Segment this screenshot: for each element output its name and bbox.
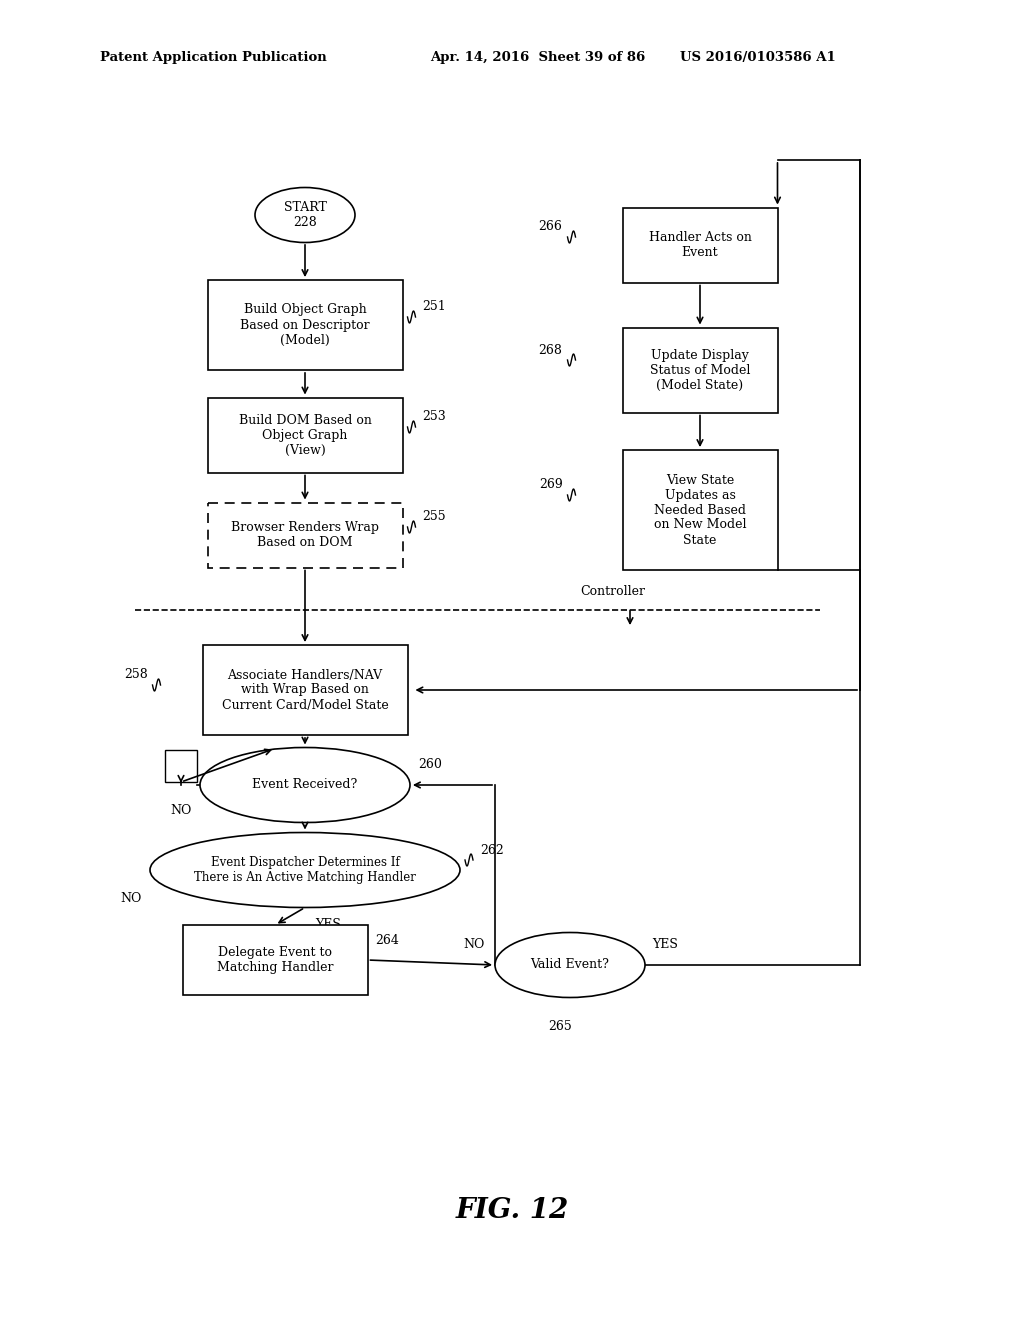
Text: YES: YES — [315, 917, 341, 931]
Text: Handler Acts on
Event: Handler Acts on Event — [648, 231, 752, 259]
Ellipse shape — [495, 932, 645, 998]
Text: 264: 264 — [376, 933, 399, 946]
Text: 258: 258 — [124, 668, 147, 681]
Text: Build Object Graph
Based on Descriptor
(Model): Build Object Graph Based on Descriptor (… — [241, 304, 370, 346]
Text: Controller: Controller — [580, 585, 645, 598]
FancyBboxPatch shape — [623, 450, 777, 570]
Text: 269: 269 — [539, 479, 562, 491]
FancyBboxPatch shape — [208, 503, 402, 568]
Text: NO: NO — [464, 939, 485, 952]
Text: 268: 268 — [539, 343, 562, 356]
Text: YES: YES — [652, 939, 678, 952]
Text: NO: NO — [121, 891, 142, 904]
Text: Delegate Event to
Matching Handler: Delegate Event to Matching Handler — [217, 946, 333, 974]
FancyBboxPatch shape — [203, 645, 408, 735]
Ellipse shape — [200, 747, 410, 822]
Ellipse shape — [150, 833, 460, 908]
FancyBboxPatch shape — [208, 280, 402, 370]
Text: Associate Handlers/NAV
with Wrap Based on
Current Card/Model State: Associate Handlers/NAV with Wrap Based o… — [221, 668, 388, 711]
Text: YES: YES — [315, 833, 341, 846]
Text: 255: 255 — [423, 511, 446, 524]
Text: Build DOM Based on
Object Graph
(View): Build DOM Based on Object Graph (View) — [239, 413, 372, 457]
Text: Browser Renders Wrap
Based on DOM: Browser Renders Wrap Based on DOM — [231, 521, 379, 549]
Text: Apr. 14, 2016  Sheet 39 of 86: Apr. 14, 2016 Sheet 39 of 86 — [430, 51, 645, 65]
Text: View State
Updates as
Needed Based
on New Model
State: View State Updates as Needed Based on Ne… — [653, 474, 746, 546]
Text: FIG. 12: FIG. 12 — [456, 1196, 568, 1224]
Text: 253: 253 — [423, 411, 446, 424]
FancyBboxPatch shape — [182, 925, 368, 995]
Text: Event Dispatcher Determines If
There is An Active Matching Handler: Event Dispatcher Determines If There is … — [195, 855, 416, 884]
FancyBboxPatch shape — [165, 750, 197, 781]
Text: Patent Application Publication: Patent Application Publication — [100, 51, 327, 65]
Text: 262: 262 — [480, 843, 504, 857]
Text: US 2016/0103586 A1: US 2016/0103586 A1 — [680, 51, 836, 65]
Ellipse shape — [255, 187, 355, 243]
Text: START
228: START 228 — [284, 201, 327, 228]
Text: Update Display
Status of Model
(Model State): Update Display Status of Model (Model St… — [650, 348, 751, 392]
FancyBboxPatch shape — [623, 327, 777, 412]
Text: 266: 266 — [539, 220, 562, 234]
Text: 265: 265 — [548, 1020, 571, 1034]
Text: 251: 251 — [423, 301, 446, 314]
FancyBboxPatch shape — [623, 207, 777, 282]
Text: NO: NO — [171, 804, 193, 817]
Text: Event Received?: Event Received? — [252, 779, 357, 792]
FancyBboxPatch shape — [208, 397, 402, 473]
Text: Valid Event?: Valid Event? — [530, 958, 609, 972]
Text: 260: 260 — [418, 759, 442, 771]
